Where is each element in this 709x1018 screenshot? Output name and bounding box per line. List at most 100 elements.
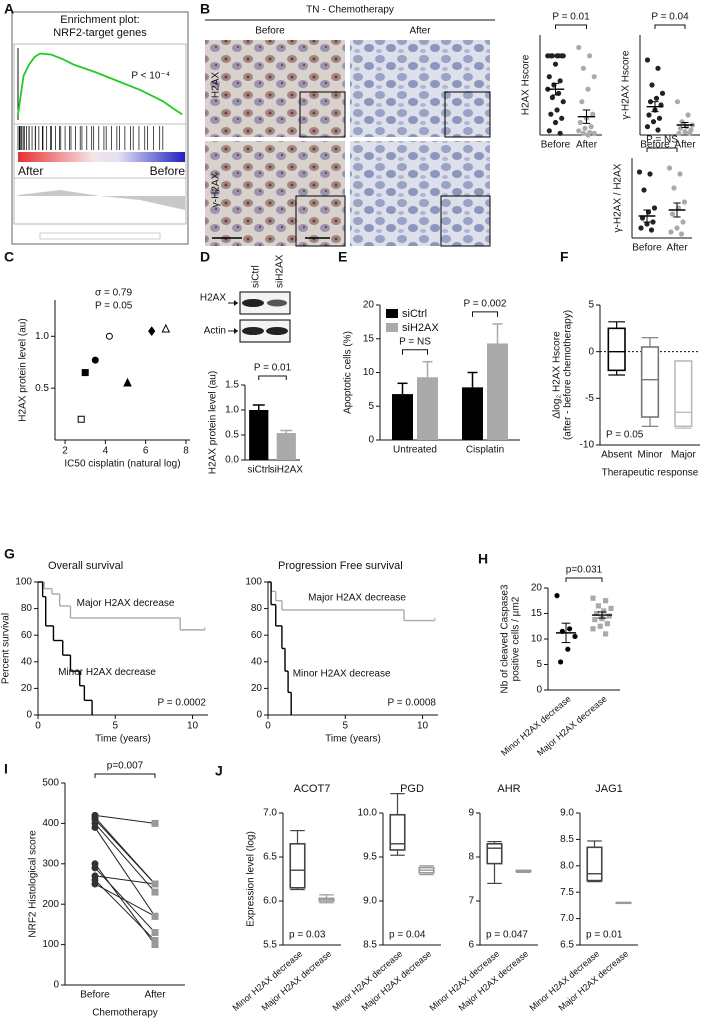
point <box>565 646 571 652</box>
x-tick-label: Before <box>541 140 571 151</box>
y-tick-label: 400 <box>42 818 59 829</box>
annotation: p = 0.04 <box>389 930 426 941</box>
y-tick-label: 0.5 <box>35 383 49 394</box>
x-tick-label: Untreated <box>393 445 437 456</box>
curve-label: Minor H2AX decrease <box>293 668 391 679</box>
pair-line <box>94 879 156 941</box>
y-tick-label: 100 <box>15 577 32 588</box>
y-tick-label: 200 <box>42 899 59 910</box>
annotation: P = 0.01 <box>254 363 292 374</box>
column-label: Before <box>255 26 285 37</box>
point <box>638 225 644 231</box>
point <box>587 53 593 59</box>
band <box>242 299 264 307</box>
pair-line <box>94 863 156 945</box>
point <box>552 61 559 67</box>
y-tick-label: 6.5 <box>560 940 574 951</box>
y-tick-label: 20 <box>21 683 33 694</box>
box <box>607 327 626 372</box>
y-tick-label: 1.0 <box>225 405 239 416</box>
y-tick-label: 1.0 <box>35 331 49 342</box>
point <box>649 82 655 88</box>
panel-letter: B <box>200 1 210 17</box>
y-tick-label: 40 <box>21 656 33 667</box>
point <box>644 221 650 227</box>
x-tick-label: 8 <box>183 446 189 457</box>
point <box>105 332 113 340</box>
lane-label: siH2AX <box>275 254 286 288</box>
legend-swatch <box>386 323 398 332</box>
point <box>151 912 159 920</box>
point <box>601 608 607 614</box>
point <box>668 229 674 235</box>
y-tick-label: 100 <box>245 577 262 588</box>
column-label: After <box>409 26 431 37</box>
point <box>651 205 658 211</box>
y-axis-label: Nb of cleaved Caspase3 <box>500 584 511 693</box>
significance-bracket <box>646 147 678 152</box>
point <box>677 171 683 177</box>
band <box>242 327 264 335</box>
panel-letter: F <box>560 249 569 265</box>
point <box>552 119 559 126</box>
y-tick-label: 6.5 <box>263 852 277 863</box>
x-tick-label: siH2AX <box>270 465 304 476</box>
y-tick-label: 9.5 <box>363 852 377 863</box>
x-tick-label: After <box>576 140 598 151</box>
panel-letter: D <box>200 249 210 265</box>
point <box>679 119 685 125</box>
x-tick-label: Before <box>80 990 110 1001</box>
x-tick-label: Before <box>640 140 670 151</box>
significance-bracket <box>258 375 287 380</box>
y-axis-label: H2AX protein level (au) <box>18 318 29 421</box>
y-tick-label: 5 <box>588 300 594 311</box>
y-tick-label: 60 <box>251 630 263 641</box>
x-tick-label: Major <box>671 450 697 461</box>
y-tick-label: 0 <box>256 710 262 721</box>
band <box>266 327 288 335</box>
chart-subtitle: NRF2-target genes <box>53 27 147 39</box>
point <box>590 626 596 632</box>
point <box>603 598 609 604</box>
y-tick-label: 0 <box>588 346 594 357</box>
row-label: γ-H2AX <box>211 172 222 207</box>
panel-letter: E <box>338 249 347 265</box>
point <box>669 211 676 217</box>
x-tick-label: 0 <box>35 721 41 732</box>
panel-letter: A <box>4 1 14 17</box>
significance-bracket <box>402 349 428 355</box>
y-tick-label: 0.5 <box>225 430 239 441</box>
x-tick-label: Minor <box>637 450 663 461</box>
point <box>548 111 554 117</box>
point <box>656 115 663 121</box>
y-tick-label: 5 <box>368 401 374 412</box>
point <box>151 880 159 888</box>
point <box>91 880 99 888</box>
enrichment-line <box>17 52 183 116</box>
point <box>151 819 159 827</box>
chart-title: AHR <box>497 783 520 795</box>
rank-bar <box>18 152 185 162</box>
point <box>579 99 585 105</box>
annotation: p = 0.047 <box>486 930 528 941</box>
y-tick-label: 100 <box>42 939 59 950</box>
y-tick-label: 0 <box>368 435 374 446</box>
box <box>586 846 603 882</box>
point <box>592 617 598 623</box>
legend-label: siCtrl <box>402 308 427 320</box>
y-tick-label: 300 <box>42 858 59 869</box>
y-tick-label: 80 <box>251 603 263 614</box>
y-tick-label: 0.0 <box>225 455 239 466</box>
x-tick-label: Absent <box>601 450 632 461</box>
point <box>151 928 159 936</box>
annotation: p=0.007 <box>107 761 144 772</box>
point <box>686 130 693 136</box>
y-tick-label: -5 <box>585 393 594 404</box>
point <box>557 78 563 84</box>
point <box>151 937 159 945</box>
y-tick-label: 0 <box>53 980 59 991</box>
legend-swatch <box>386 309 398 318</box>
y-tick-label: 9 <box>468 808 474 819</box>
point <box>559 115 565 121</box>
